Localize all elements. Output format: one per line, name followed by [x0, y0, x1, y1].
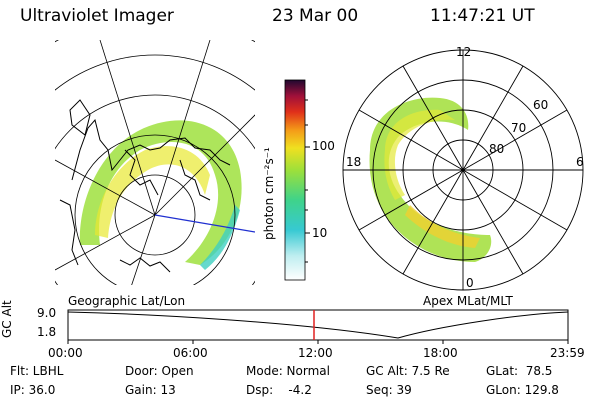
geographic-map [55, 40, 255, 285]
dsp-status: Dsp: -4.2 [246, 383, 312, 397]
timeline-xtick-2359: 23:59 [550, 346, 585, 360]
timeline-xtick-1200: 12:00 [298, 346, 333, 360]
timeline-ylabel: GC Alt [0, 300, 14, 338]
colorbar-tick-100: 100 [312, 139, 335, 153]
glat-status: GLat: 78.5 [486, 364, 553, 378]
meridians [55, 40, 255, 285]
door-status: Door: Open [125, 364, 194, 378]
colorbar-tick-10: 10 [312, 226, 328, 240]
timeline-xtick-0600: 06:00 [173, 346, 208, 360]
mode-status: Mode: Normal [246, 364, 330, 378]
instrument-title: Ultraviolet Imager [20, 6, 174, 26]
lat-80-label: 80 [489, 142, 505, 156]
timeline-xtick-0000: 00:00 [48, 346, 83, 360]
timeline-ytick-bottom: 1.8 [37, 325, 57, 339]
altitude-timeline [67, 309, 569, 344]
glon-status: GLon: 129.8 [486, 383, 559, 397]
timeline-xtick-1800: 18:00 [423, 346, 458, 360]
ip-status: IP: 36.0 [10, 383, 56, 397]
apex-panel-label: Apex MLat/MLT [423, 294, 513, 308]
mlt-12-label: 12 [456, 45, 472, 59]
terminator-line [154, 214, 255, 233]
gc-alt-status: GC Alt: 7.5 Re [366, 364, 450, 378]
lat-70-label: 70 [511, 121, 527, 135]
latitude-circles [55, 40, 255, 285]
gain-status: Gain: 13 [125, 383, 176, 397]
aurora-oval-apex [369, 97, 492, 262]
mlt-6-label: 6 [576, 155, 584, 169]
seq-status: Seq: 39 [366, 383, 412, 397]
aurora-oval-geographic [79, 120, 242, 265]
lat-60-label: 60 [533, 98, 549, 112]
time-label: 11:47:21 UT [430, 6, 535, 26]
timeline-ytick-top: 9.0 [37, 306, 57, 320]
filter-status: Flt: LBHL [10, 364, 64, 378]
geographic-panel-label: Geographic Lat/Lon [68, 294, 186, 308]
colorbar-unit-label: photon cm⁻²s⁻¹ [262, 147, 276, 240]
colorbar [284, 79, 306, 281]
mlt-18-label: 18 [346, 155, 362, 169]
mlt-0-label: 0 [466, 276, 474, 290]
date-label: 23 Mar 00 [272, 6, 359, 26]
apex-polar-plot [342, 49, 584, 291]
